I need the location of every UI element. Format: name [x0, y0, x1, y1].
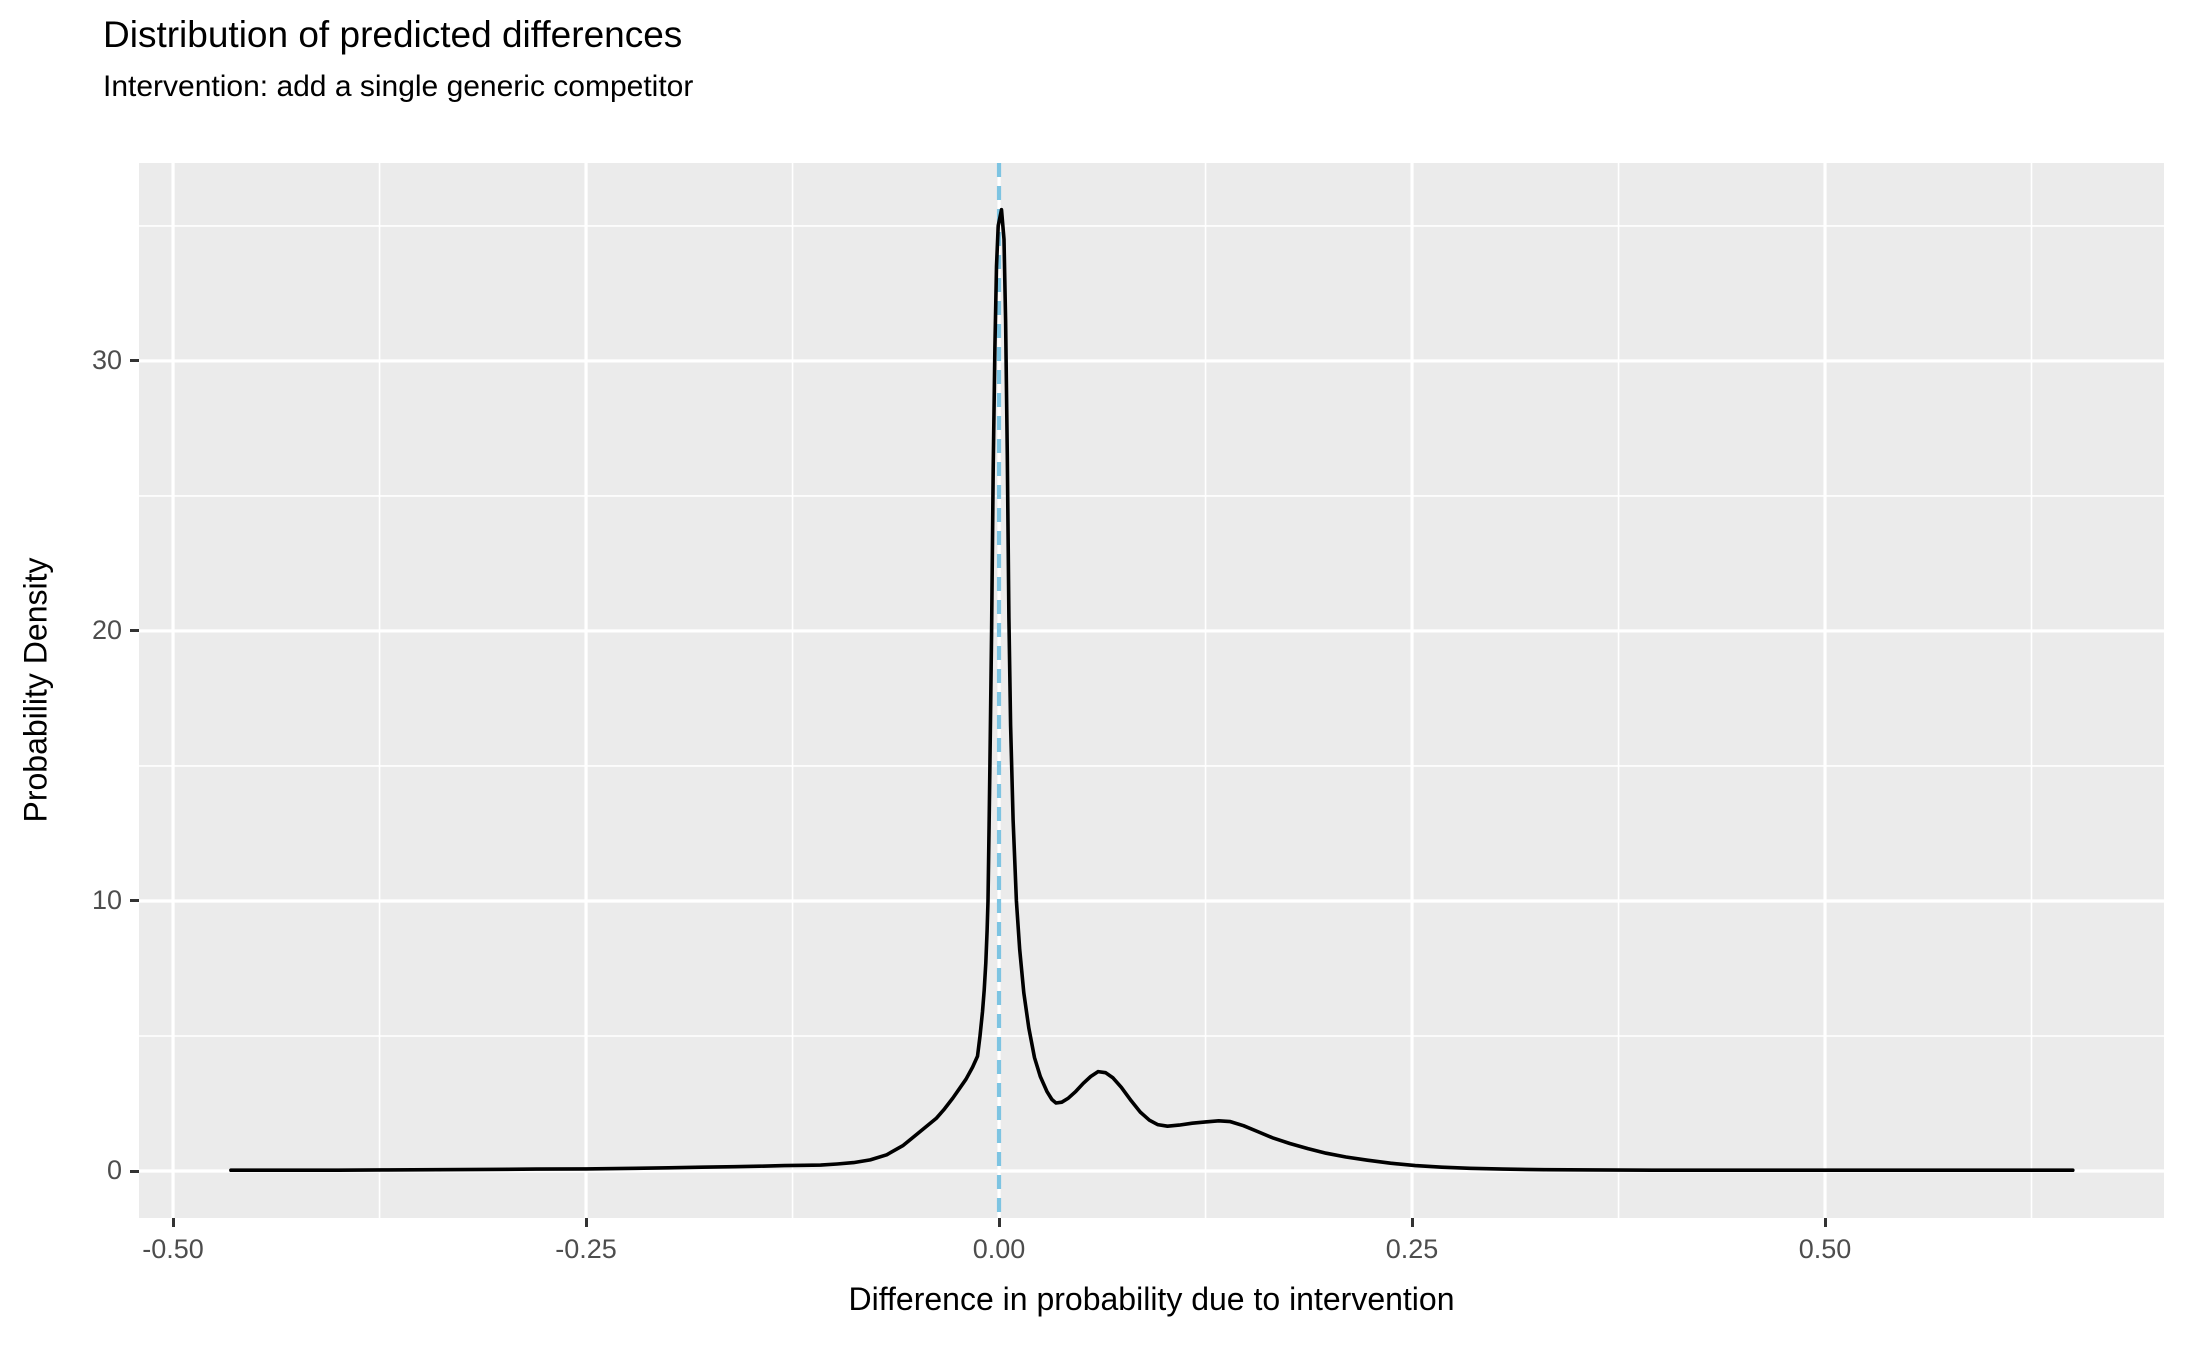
y-tick-label: 0 [106, 1155, 122, 1185]
x-tick-mark [171, 1218, 175, 1227]
x-tick-mark [1823, 1218, 1827, 1227]
x-tick-mark [1410, 1218, 1414, 1227]
x-tick-label: 0.25 [1385, 1234, 1439, 1264]
x-tick-label: -0.25 [555, 1234, 617, 1264]
y-tick-mark [130, 359, 139, 363]
x-axis-title: Difference in probability due to interve… [848, 1281, 1455, 1317]
x-tick-label: 0.00 [972, 1234, 1026, 1264]
x-tick-mark [584, 1218, 588, 1227]
chart-title: Distribution of predicted differences [103, 14, 683, 55]
y-tick-label: 10 [91, 884, 122, 915]
y-tick-label: 20 [91, 614, 122, 645]
x-tick-mark [997, 1218, 1001, 1227]
density-curve [229, 207, 2075, 1172]
y-tick-label: 30 [91, 344, 122, 375]
plot-panel [139, 163, 2164, 1218]
x-tick-label: -0.50 [142, 1234, 204, 1264]
y-axis-title: Probability Density [17, 557, 54, 823]
chart-subtitle: Intervention: add a single generic compe… [103, 70, 694, 103]
y-tick-mark [130, 1169, 139, 1173]
density-chart-canvas [139, 163, 2164, 1218]
y-tick-mark [130, 899, 139, 903]
y-tick-mark [130, 629, 139, 633]
x-tick-label: 0.50 [1798, 1234, 1852, 1264]
